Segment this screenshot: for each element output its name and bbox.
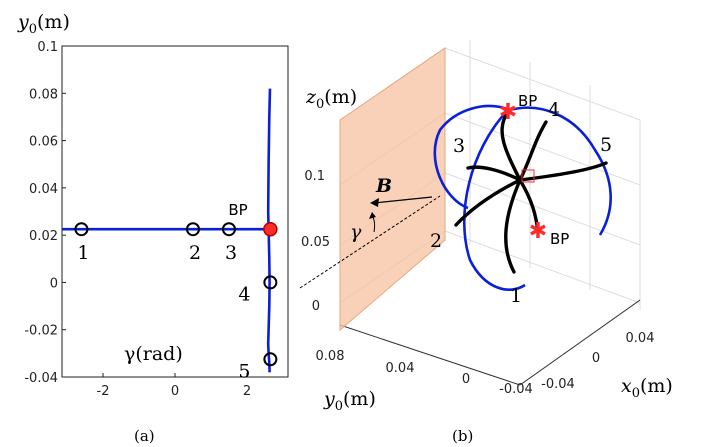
series-lines <box>62 88 272 373</box>
caption-a: (a) <box>134 427 155 445</box>
y-axis-label-b: y0(m) <box>323 388 376 414</box>
y-tick-label: 0.08 <box>29 87 58 102</box>
branch-label-4: 4 <box>548 99 560 121</box>
x-axis-label-b: x0(m) <box>621 375 673 401</box>
y-tick-label: -0.02 <box>24 324 58 339</box>
z-tick-2: 0.1 <box>304 169 325 184</box>
z-tick-0: 0 <box>312 299 320 314</box>
x-tick-2: 0.04 <box>626 331 655 346</box>
x-axis-ticks: -2 0 2 <box>97 373 251 399</box>
bp-label-lower: BP <box>550 230 569 248</box>
z-tick-1: 0.05 <box>301 235 330 250</box>
bp-point <box>263 221 278 237</box>
branch-label-2: 2 <box>430 230 442 252</box>
x-tick-1: 0 <box>592 351 600 366</box>
b-vector <box>373 196 433 204</box>
plot-a-frame <box>61 45 289 378</box>
y-tick-label: 0.1 <box>37 40 58 55</box>
gamma-arc-arrowhead <box>369 212 376 219</box>
branch-label-1: 1 <box>510 285 522 307</box>
branch-label-3: 3 <box>453 135 465 157</box>
y-tick-3: -0.04 <box>499 382 533 397</box>
dashed-axis-line <box>299 195 441 289</box>
y-tick-0: 0.08 <box>316 349 345 364</box>
black-branches <box>454 110 608 274</box>
marker-label-2: 2 <box>189 242 201 264</box>
marker-2 <box>185 222 200 237</box>
b-vector-label: B <box>375 175 392 197</box>
right-angle-marker <box>521 169 535 183</box>
marker-label-1: 1 <box>77 242 89 264</box>
y-tick-1: 0.04 <box>386 361 415 376</box>
x-axis-label-a: γ(rad) <box>124 343 183 365</box>
marker-label-4: 4 <box>238 283 250 305</box>
marker-label-3: 3 <box>225 242 237 264</box>
y-tick-label: 0.02 <box>29 229 58 244</box>
bp-label-top: BP <box>518 92 537 110</box>
marker-3 <box>221 222 236 237</box>
y-axis-label-a: y0(m) <box>17 11 70 37</box>
marker-1 <box>74 222 89 237</box>
y-tick-label: 0 <box>50 276 58 291</box>
z-axis-label-b: z0(m) <box>305 86 357 112</box>
shaded-plane <box>339 47 446 332</box>
caption-b: (b) <box>452 427 473 445</box>
bp-label: BP <box>228 201 247 219</box>
x-tick-label: 2 <box>243 384 251 399</box>
marker-4 <box>263 275 278 290</box>
y-tick-label: 0.04 <box>29 182 58 197</box>
gamma-label: γ <box>350 221 362 243</box>
marker-label-5: 5 <box>238 360 250 382</box>
x-tick-label: -2 <box>97 384 110 399</box>
markers: 1 2 34 5 BP <box>74 201 278 382</box>
marker-5 <box>263 352 278 367</box>
b-vector-arrowhead <box>370 198 379 207</box>
y-tick-2: 0 <box>462 372 470 387</box>
x-tick-label: 0 <box>171 384 179 399</box>
bp-star-1: ✱ <box>499 100 517 125</box>
y-tick-label: -0.04 <box>24 371 58 386</box>
bp-stars: ✱✱ <box>499 100 547 244</box>
blue-loop-curve <box>433 104 612 291</box>
branch-label-5: 5 <box>600 134 612 156</box>
x-tick-0: -0.04 <box>541 377 575 392</box>
y-axis-ticks: -0.04 -0.02 0 0.02 0.04 0.06 0.08 0.1 <box>24 40 66 386</box>
panel-a: -0.04 -0.02 0 0.02 0.04 0.06 0.08 0.1 -2 0 2 1 2 34… <box>17 11 289 445</box>
y-tick-label: 0.06 <box>29 135 58 150</box>
panel-b: B γ ✱✱ BP BP 1 2 3 4 5 0 0.05 0.1 0.08 0… <box>299 40 673 445</box>
bp-star-2: ✱ <box>529 219 547 244</box>
